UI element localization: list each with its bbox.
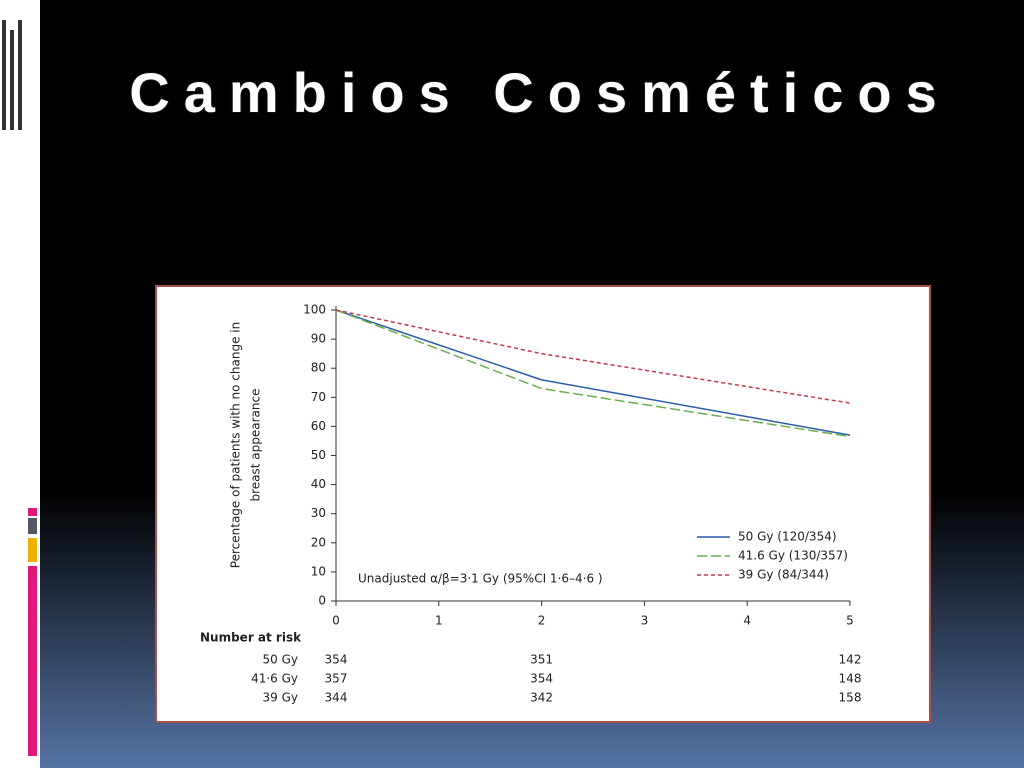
line xyxy=(335,309,851,404)
legend-label: 39 Gy (84/344) xyxy=(738,568,829,582)
risk-value: 354 xyxy=(325,653,348,667)
risk-value: 351 xyxy=(530,653,553,667)
risk-title: Number at risk xyxy=(200,631,302,645)
chart-frame xyxy=(155,285,931,723)
x-tick-label: 1 xyxy=(435,614,443,628)
risk-value: 354 xyxy=(530,672,553,686)
y-tick-label: 30 xyxy=(311,506,326,520)
risk-value: 158 xyxy=(839,691,862,705)
y-tick-label: 100 xyxy=(303,303,326,317)
line xyxy=(335,309,851,436)
slide-title: Cambios Cosméticos xyxy=(129,61,951,124)
y-tick-label: 40 xyxy=(311,477,326,491)
x-tick-label: 2 xyxy=(538,614,546,628)
y-tick-label: 80 xyxy=(311,361,326,375)
x-tick-label: 3 xyxy=(641,614,649,628)
chart: 0 10 20 30 40 50 60 70 80 90 100 0 1 2 3 4 5 Percentage o… xyxy=(200,303,861,705)
y-tick-label: 50 xyxy=(311,448,326,462)
y-tick-label: 70 xyxy=(311,390,326,404)
risk-row-label: 41·6 Gy xyxy=(251,672,298,686)
y-axis-label: Percentage of patients with no change in xyxy=(229,322,243,568)
risk-value: 357 xyxy=(325,672,348,686)
deco xyxy=(28,538,37,562)
risk-value: 148 xyxy=(839,672,862,686)
deco xyxy=(2,20,22,130)
y-tick-label: 90 xyxy=(311,332,326,346)
line xyxy=(335,309,851,438)
annotation: Unadjusted α/β=3·1 Gy (95%CI 1·6–4·6 ) xyxy=(358,572,603,586)
y-tick-label: 10 xyxy=(311,564,326,578)
risk-value: 344 xyxy=(325,691,348,705)
deco xyxy=(28,508,37,516)
y-tick-label: 20 xyxy=(311,535,326,549)
x-tick-label: 0 xyxy=(332,614,340,628)
y-tick-label: 0 xyxy=(318,594,326,608)
x-tick-label: 4 xyxy=(743,614,751,628)
risk-row-label: 39 Gy xyxy=(263,691,298,705)
legend-label: 50 Gy (120/354) xyxy=(738,530,837,544)
x-tick-label: 5 xyxy=(846,614,854,628)
risk-value: 342 xyxy=(530,691,553,705)
deco xyxy=(28,566,37,756)
risk-row-label: 50 Gy xyxy=(263,653,298,667)
risk-value: 142 xyxy=(839,653,862,667)
y-tick-label: 60 xyxy=(311,419,326,433)
y-axis-label: breast appearance xyxy=(249,389,263,502)
deco xyxy=(28,518,37,534)
legend-label: 41.6 Gy (130/357) xyxy=(738,549,848,563)
